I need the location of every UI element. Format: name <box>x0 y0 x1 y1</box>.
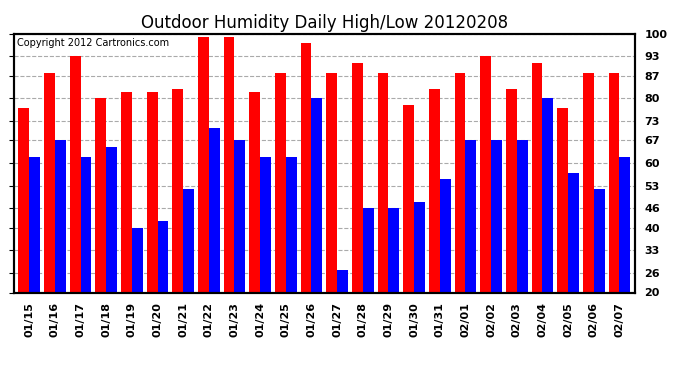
Bar <box>224 37 235 357</box>
Bar <box>235 141 245 357</box>
Bar <box>352 63 363 357</box>
Bar <box>480 56 491 357</box>
Bar <box>249 92 260 357</box>
Bar <box>172 89 183 357</box>
Bar <box>404 105 414 357</box>
Bar <box>491 141 502 357</box>
Bar <box>121 92 132 357</box>
Bar <box>70 56 81 357</box>
Bar <box>558 108 568 357</box>
Bar <box>609 73 620 357</box>
Bar <box>106 147 117 357</box>
Bar <box>275 73 286 357</box>
Bar <box>81 157 91 357</box>
Bar <box>593 189 604 357</box>
Bar <box>517 141 528 357</box>
Bar <box>620 157 630 357</box>
Bar <box>440 179 451 357</box>
Bar <box>55 141 66 357</box>
Bar <box>301 44 311 357</box>
Bar <box>414 202 425 357</box>
Bar <box>29 157 40 357</box>
Bar <box>363 209 373 357</box>
Bar <box>337 270 348 357</box>
Bar <box>429 89 440 357</box>
Bar <box>19 108 29 357</box>
Bar <box>326 73 337 357</box>
Bar <box>44 73 55 357</box>
Bar <box>183 189 194 357</box>
Bar <box>157 221 168 357</box>
Bar <box>377 73 388 357</box>
Bar <box>260 157 271 357</box>
Bar <box>506 89 517 357</box>
Bar <box>311 99 322 357</box>
Bar <box>209 128 219 357</box>
Bar <box>198 37 209 357</box>
Title: Outdoor Humidity Daily High/Low 20120208: Outdoor Humidity Daily High/Low 20120208 <box>141 14 508 32</box>
Bar <box>147 92 157 357</box>
Text: Copyright 2012 Cartronics.com: Copyright 2012 Cartronics.com <box>17 38 169 48</box>
Bar <box>568 173 579 357</box>
Bar <box>95 99 106 357</box>
Bar <box>583 73 593 357</box>
Bar <box>132 228 143 357</box>
Bar <box>531 63 542 357</box>
Bar <box>286 157 297 357</box>
Bar <box>455 73 466 357</box>
Bar <box>466 141 476 357</box>
Bar <box>388 209 400 357</box>
Bar <box>542 99 553 357</box>
